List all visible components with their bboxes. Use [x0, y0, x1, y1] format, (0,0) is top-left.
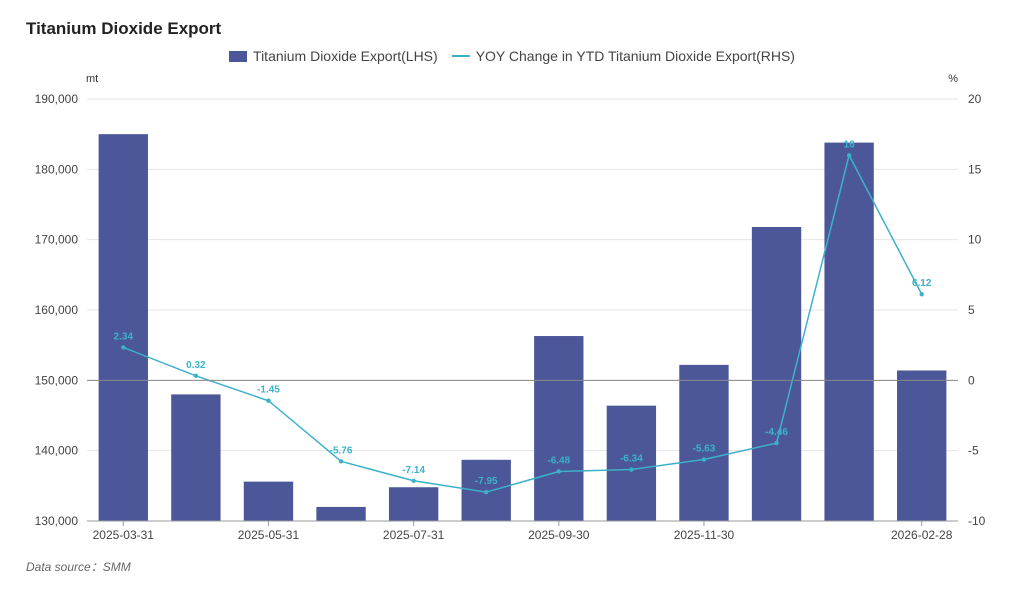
y-right-tick-label: 15 [968, 162, 982, 176]
y-left-tick-label: 140,000 [35, 444, 79, 458]
y-left-tick-label: 130,000 [35, 514, 79, 528]
chart-title: Titanium Dioxide Export [26, 19, 222, 38]
y-left-unit: mt [86, 73, 98, 85]
y-left-tick-label: 170,000 [35, 233, 79, 247]
y-right-tick-label: 0 [968, 373, 975, 387]
bar [388, 487, 439, 521]
yoy-data-label: 6.12 [912, 278, 932, 289]
y-right-tick-label: -5 [968, 444, 979, 458]
bar [243, 481, 294, 521]
yoy-point [774, 440, 779, 446]
yoy-point [411, 478, 416, 483]
y-right-tick-label: 20 [968, 92, 982, 106]
bar [897, 370, 947, 521]
y-left-tick-label: 160,000 [35, 303, 79, 317]
bar [534, 336, 584, 521]
bar [316, 506, 366, 521]
y-right-tick-label: -10 [968, 514, 986, 528]
yoy-point [484, 489, 489, 495]
yoy-data-label: 0.32 [186, 360, 206, 371]
yoy-data-label: -6.34 [620, 454, 643, 465]
yoy-data-label: 16 [844, 139, 856, 150]
yoy-point [338, 459, 344, 464]
yoy-point [919, 292, 924, 297]
bar [171, 394, 221, 521]
x-tick-label: 2025-09-30 [528, 528, 590, 542]
yoy-data-label: -5.76 [330, 445, 353, 456]
yoy-data-label: -5.63 [693, 444, 716, 455]
yoy-data-label: -7.95 [475, 476, 498, 487]
legend: Titanium Dioxide Export(LHS) YOY Change … [0, 48, 1024, 64]
y-right-tick-label: 10 [968, 233, 982, 247]
bar [824, 142, 874, 521]
y-left-tick-label: 150,000 [35, 373, 79, 387]
y-right-tick-label: 5 [968, 303, 975, 317]
yoy-data-label: 2.34 [114, 331, 134, 342]
yoy-data-label: -1.45 [257, 385, 280, 396]
legend-bar-swatch [229, 50, 248, 62]
yoy-point [629, 467, 634, 472]
bar [606, 405, 657, 521]
x-tick-label: 2026-02-28 [891, 528, 953, 542]
yoy-point [193, 373, 199, 379]
legend-item-export[interactable]: Titanium Dioxide Export(LHS) [229, 48, 438, 64]
x-tick-label: 2025-11-30 [674, 528, 735, 542]
legend-line-swatch [451, 55, 470, 57]
y-left-tick-label: 180,000 [35, 162, 79, 176]
legend-label-export: Titanium Dioxide Export(LHS) [253, 48, 438, 64]
y-right-unit: % [948, 73, 958, 85]
legend-item-yoy[interactable]: YOY Change in YTD Titanium Dioxide Expor… [451, 48, 795, 64]
yoy-point [701, 457, 707, 462]
x-tick-label: 2025-07-31 [383, 528, 445, 542]
yoy-point [846, 153, 852, 158]
yoy-data-label: -4.46 [765, 427, 788, 438]
y-left-tick-label: 190,000 [35, 92, 79, 106]
yoy-point [556, 469, 561, 474]
yoy-point [121, 345, 126, 350]
legend-label-yoy: YOY Change in YTD Titanium Dioxide Expor… [475, 48, 795, 64]
yoy-data-label: -7.14 [402, 465, 425, 476]
bar [751, 227, 802, 522]
bar [679, 364, 729, 521]
data-source: Data source：SMM [26, 560, 131, 574]
x-tick-label: 2025-03-31 [93, 528, 155, 542]
yoy-line [123, 153, 923, 493]
x-tick-label: 2025-05-31 [238, 528, 300, 542]
yoy-point [266, 398, 271, 403]
bar [98, 134, 148, 521]
yoy-data-label: -6.48 [547, 455, 570, 466]
